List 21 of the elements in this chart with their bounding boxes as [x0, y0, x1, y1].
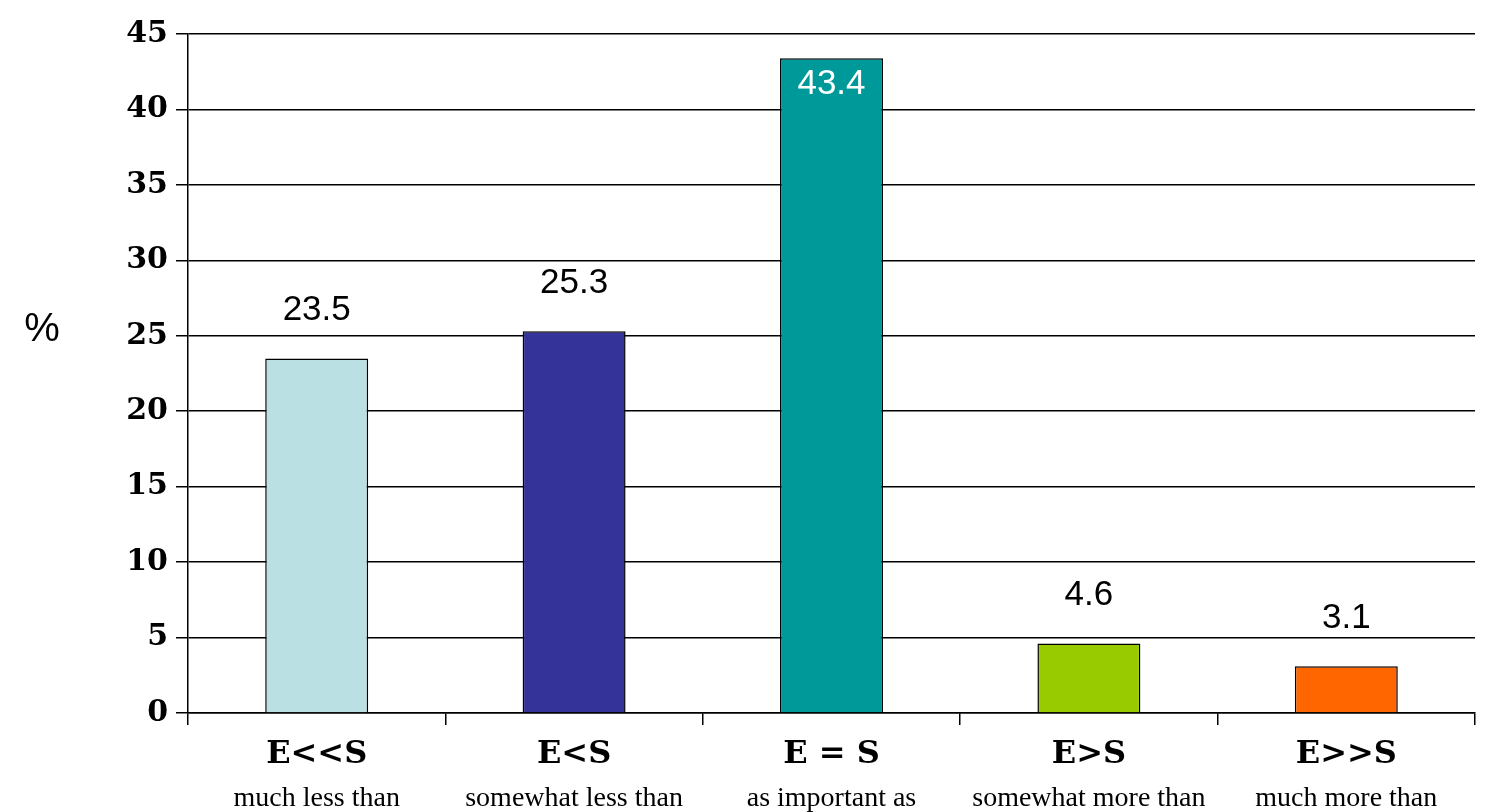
data-label: 25.3: [540, 260, 609, 300]
y-tick-label: 0: [147, 692, 168, 728]
y-axis-title: %: [24, 305, 60, 350]
data-label: 4.6: [1064, 573, 1114, 613]
x-tick-label: E>S somewhat more than: [972, 733, 1206, 812]
y-tick-label: 45: [126, 13, 168, 49]
y-tick-label: 35: [126, 164, 168, 200]
y-tick-label: 5: [147, 617, 168, 653]
x-tick-label: E>>S much more than: [1255, 733, 1438, 812]
data-label: 3.1: [1321, 595, 1371, 635]
y-tick-label: 40: [126, 89, 168, 125]
x-tick-label: E = S as important as: [746, 733, 917, 812]
x-tick-label: E<S somewhat less than: [465, 733, 683, 812]
y-tick-label: 10: [126, 541, 168, 577]
data-label: 43.4: [797, 61, 866, 101]
x-tick-label: E<<S much less than: [233, 733, 400, 812]
y-tick-label: 25: [126, 315, 168, 351]
y-tick-label: 20: [126, 391, 168, 427]
y-tick-label: 30: [126, 240, 168, 276]
data-label: 23.5: [282, 288, 351, 328]
y-tick-label: 15: [126, 466, 168, 502]
